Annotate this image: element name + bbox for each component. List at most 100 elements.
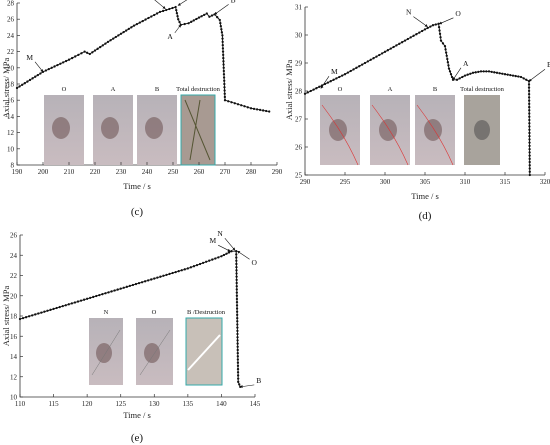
- chart-c-yticks: 8 10 12 14 16 18 20 22 24 26 28: [7, 0, 20, 170]
- chart-c-data-point: [220, 31, 224, 34]
- chart-c-data-point: [223, 92, 226, 95]
- photo-c-2: B: [137, 86, 177, 165]
- chart-d-ytick-label: 26: [295, 144, 303, 152]
- chart-c-data-point: [112, 37, 115, 40]
- chart-c-annotation-arrow: [154, 0, 166, 10]
- chart-e-data-point: [225, 252, 228, 255]
- chart-c-ytick-label: 12: [7, 129, 15, 137]
- chart-e-data-point: [236, 336, 239, 339]
- chart-c-data-point: [165, 8, 168, 12]
- chart-d-data-point: [318, 85, 321, 88]
- chart-c-data-point: [208, 15, 211, 18]
- chart-c-data-point: [222, 53, 225, 56]
- chart-d-annotation-label: A: [463, 59, 469, 68]
- chart-c-data-point: [88, 52, 91, 56]
- chart-e-xtick-label: 135: [183, 400, 194, 408]
- chart-e-yticks: 10 12 14 16 18 20 22 24 26: [10, 232, 23, 402]
- chart-e-data-point: [95, 294, 98, 298]
- chart-d-annotation-label: M: [331, 67, 338, 76]
- chart-e-data-point: [49, 308, 52, 311]
- chart-c-xtick-label: 250: [168, 168, 179, 176]
- chart-e-data-point: [128, 284, 132, 288]
- chart-d-data-point: [389, 47, 392, 50]
- chart-e-data-point: [92, 295, 95, 299]
- chart-d-data-point: [522, 77, 525, 80]
- chart-c-data-point: [222, 63, 225, 66]
- chart-d-annotation-arrow: [320, 76, 330, 89]
- chart-c: O A B Total destruction 8 10 12 14 16 18 20 22 2…: [1, 0, 283, 218]
- chart-e-data-point: [113, 289, 116, 292]
- chart-c-data-point: [91, 51, 94, 54]
- chart-e-annotation-arrow: [237, 250, 250, 260]
- chart-e-data-point: [235, 285, 238, 288]
- chart-e-data-point: [21, 316, 25, 320]
- chart-e-data-point: [64, 304, 67, 307]
- chart-c-data-point: [221, 43, 224, 47]
- chart-c-data-point: [268, 110, 271, 113]
- chart-e-data-point: [46, 309, 49, 312]
- chart-c-data-point: [222, 60, 225, 63]
- chart-e-data-point: [122, 286, 125, 289]
- chart-d-data-point: [429, 25, 432, 28]
- chart-c-data-point: [175, 8, 178, 12]
- chart-c-xtick-label: 290: [272, 168, 283, 176]
- chart-d-data-point: [495, 71, 499, 74]
- chart-c-data-point: [261, 109, 265, 112]
- chart-d-data-point: [447, 67, 451, 70]
- chart-e-data-point: [211, 258, 214, 261]
- chart-e-data-point: [34, 313, 37, 316]
- chart-e-data-point: [180, 269, 183, 272]
- chart-e-data-point: [236, 329, 239, 332]
- chart-d-data-point: [446, 57, 449, 61]
- chart-c-data-point: [187, 22, 190, 25]
- chart-c-data-point: [221, 50, 225, 53]
- chart-d-annotation-arrow: [438, 17, 454, 25]
- chart-d-data-point: [415, 33, 418, 36]
- photo-e-0: N: [89, 309, 123, 385]
- chart-c-xlabel: Time / s: [123, 181, 151, 191]
- chart-d-data-point: [511, 74, 515, 77]
- chart-e-ytick-label: 12: [10, 373, 18, 381]
- chart-e-data-point: [236, 316, 239, 320]
- chart-d-data-point: [338, 75, 341, 79]
- chart-d-data-point: [420, 29, 424, 33]
- chart-d-data-point: [487, 70, 491, 73]
- chart-c-ytick-label: 28: [7, 0, 15, 8]
- chart-c-series: [15, 5, 271, 113]
- chart-e-data-point: [222, 253, 226, 257]
- photo-e-0-label: N: [104, 309, 109, 316]
- chart-c-data-point: [132, 24, 136, 27]
- chart-c-data-point: [223, 89, 226, 92]
- chart-c-data-point: [252, 107, 256, 110]
- chart-c-data-point: [258, 108, 262, 112]
- chart-d-data-point: [444, 48, 447, 51]
- chart-d-panel-label: (d): [419, 210, 432, 222]
- chart-e-data-point: [217, 256, 220, 259]
- chart-d-data-point: [528, 122, 531, 125]
- chart-e-data-point: [153, 277, 156, 280]
- chart-e-data-point: [177, 270, 180, 273]
- chart-e-data-point: [236, 348, 239, 352]
- chart-d-ytick-label: 28: [295, 88, 303, 96]
- chart-c-data-point: [236, 103, 240, 106]
- chart-e-xtick-label: 120: [82, 400, 93, 408]
- chart-c-annotation-arrow: [174, 24, 182, 34]
- chart-c-data-point: [223, 95, 227, 99]
- chart-d-data-point: [514, 74, 517, 78]
- chart-e-data-point: [235, 259, 238, 262]
- chart-d-data-point: [528, 99, 531, 102]
- chart-c-photos: O A B Total destruction: [44, 86, 221, 166]
- chart-c-xtick-label: 210: [64, 168, 75, 176]
- chart-c-data-point: [64, 59, 68, 63]
- chart-d-data-point: [326, 81, 330, 84]
- chart-e-data-point: [189, 266, 193, 269]
- chart-d-data-point: [438, 29, 441, 32]
- chart-c-data-point: [44, 69, 48, 72]
- chart-c-data-point: [56, 63, 59, 67]
- chart-e-data-point: [104, 292, 107, 295]
- chart-d-data-point: [463, 74, 467, 77]
- chart-e-data-point: [89, 296, 92, 300]
- chart-d-data-point: [493, 71, 496, 74]
- chart-d-ytick-label: 29: [295, 60, 303, 68]
- chart-e-annotation-arrow: [224, 237, 236, 251]
